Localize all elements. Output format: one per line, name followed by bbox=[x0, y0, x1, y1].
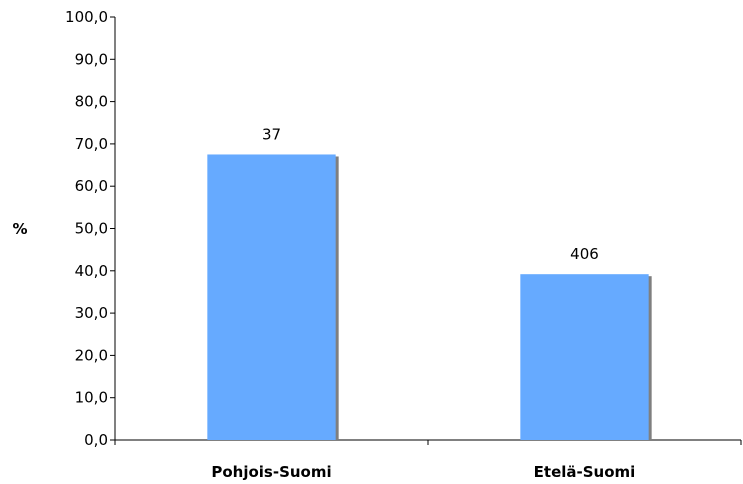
y-tick-label: 30,0 bbox=[75, 304, 108, 322]
y-axis: 0,0 10,0 20,0 30,0 40,0 50,0 60,0 70,0 80,0 90,0 1… bbox=[65, 8, 116, 449]
y-tick-label: 40,0 bbox=[75, 262, 108, 280]
y-tick-label: 0,0 bbox=[84, 431, 108, 449]
category-label: Etelä-Suomi bbox=[534, 463, 636, 481]
bar bbox=[520, 274, 649, 440]
x-axis bbox=[114, 439, 742, 445]
y-tick-label: 70,0 bbox=[75, 135, 108, 153]
y-tick-label: 90,0 bbox=[75, 50, 108, 68]
bar bbox=[207, 154, 336, 440]
y-tick-label: 50,0 bbox=[75, 220, 108, 238]
data-label: 37 bbox=[262, 125, 281, 143]
category-label: Pohjois-Suomi bbox=[211, 463, 331, 481]
bars bbox=[207, 154, 652, 440]
data-labels: 37 406 bbox=[262, 125, 599, 263]
y-tick-label: 60,0 bbox=[75, 177, 108, 195]
y-tick-label: 100,0 bbox=[65, 8, 108, 26]
y-tick-label: 80,0 bbox=[75, 93, 108, 111]
category-labels: Pohjois-Suomi Etelä-Suomi bbox=[211, 463, 635, 481]
y-axis-title: % bbox=[12, 220, 27, 238]
data-label: 406 bbox=[570, 245, 599, 263]
y-tick-label: 20,0 bbox=[75, 346, 108, 364]
y-tick-label: 10,0 bbox=[75, 389, 108, 407]
